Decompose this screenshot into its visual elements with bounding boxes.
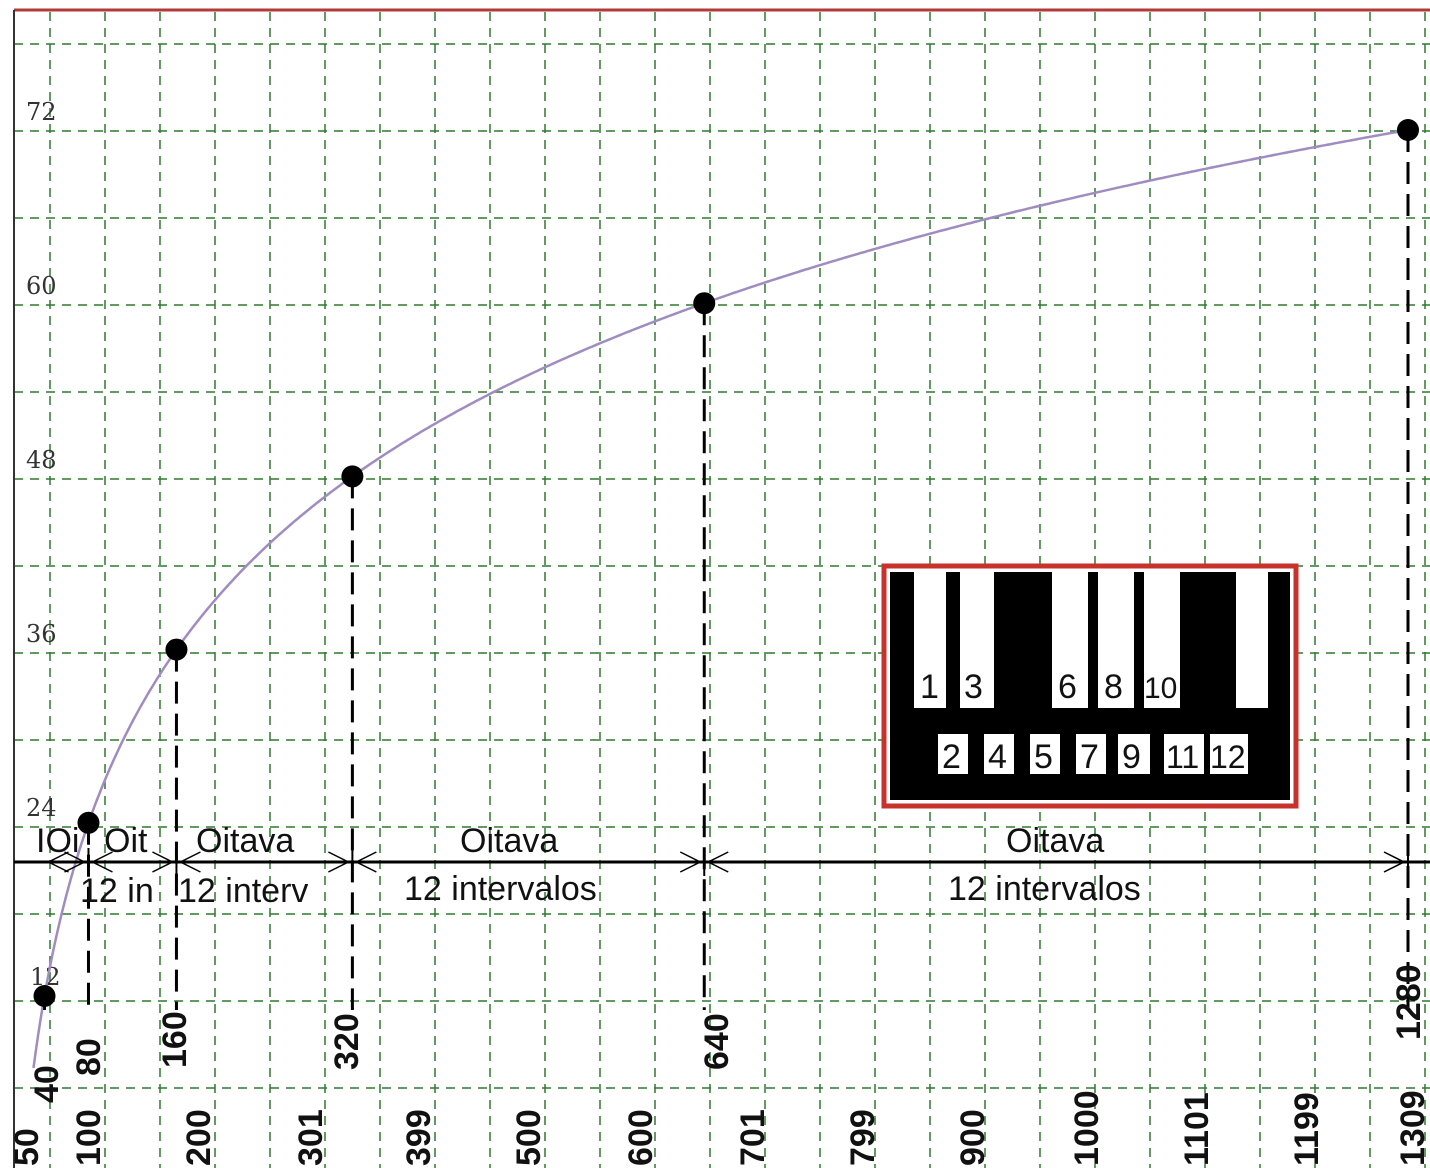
x-tick-label-100: 100 [70,1109,108,1166]
white-key-labels: 1 3 6 8 10 [916,664,1180,706]
white-key-label-6: 6 [1058,668,1077,706]
octave-name-5: Oitava [1006,822,1104,860]
x-tick-label-50: 50 [8,1128,46,1166]
point-label-320: 320 [328,1013,366,1070]
point-label-1280: 1280 [1390,964,1428,1040]
x-tick-label-1101: 1101 [1178,1092,1216,1166]
octave-labels: IOi Oit 12 in Oitava 12 interv Oitava 12… [36,822,1141,910]
black-key-label-box-12 [1210,734,1248,774]
y-tick-label-48: 48 [26,446,57,474]
black-key-label-box-4 [984,734,1014,774]
point-label-160: 160 [156,1011,194,1068]
white-key-label-box-10 [1144,664,1180,704]
octave-count-3: 12 interv [178,872,308,910]
x-tick-label-1199: 1199 [1288,1092,1326,1166]
black-key-label-7: 7 [1080,738,1099,776]
white-key-label-8: 8 [1104,668,1123,706]
data-point-320 [341,465,364,488]
octave-name-3: Oitava [196,822,294,860]
octave-arrow-end-0 [64,851,87,873]
white-key-label-10: 10 [1144,672,1177,705]
y-tick-label-60: 60 [26,272,57,300]
x-tick-label-399: 399 [400,1109,438,1166]
data-point-160 [165,638,188,661]
octave-arrow-end-4 [1383,851,1406,873]
x-tick-label-900: 900 [954,1109,992,1166]
black-key-labels: 2 4 5 7 9 11 12 [938,734,1248,776]
x-tick-label-600: 600 [622,1109,660,1166]
black-key-label-12: 12 [1210,739,1246,775]
y-tick-label-36: 36 [26,620,57,648]
black-key-label-box-5 [1030,734,1060,774]
black-key-label-box-7 [1076,734,1106,774]
white-key-label-3: 3 [964,668,983,706]
x-tick-label-200: 200 [180,1109,218,1166]
black-key-label-4: 4 [988,738,1007,776]
x-tick-label-1000: 1000 [1068,1090,1106,1166]
black-key-label-box-11 [1164,734,1204,774]
white-key-label-1: 1 [920,668,939,706]
point-label-640: 640 [698,1013,736,1070]
y-tick-label-72: 72 [26,98,57,126]
octave-count-4: 12 intervalos [404,870,597,908]
octave-arrow-end-2 [328,851,351,873]
octave-name-4: Oitava [460,822,558,860]
data-points [33,119,1419,1007]
data-point-640 [693,292,716,315]
y-tick-label-24: 24 [26,794,57,822]
octave-name-2: Oit [104,822,148,860]
y-tick-labels: 72 60 48 36 24 12 [26,98,61,991]
x-tick-label-500: 500 [510,1109,548,1166]
octave-arrow-start-1 [90,851,113,873]
data-point-40 [33,985,56,1007]
octave-name-1: IOi [36,822,79,860]
black-key-label-5: 5 [1034,738,1053,776]
octave-arrow-start-2 [178,851,201,873]
octave-arrow-start-0 [46,851,69,873]
octave-count-2: 12 in [80,872,154,910]
octave-arrow-start-3 [354,851,377,873]
point-x-labels: 40 80 160 320 640 1280 [28,964,1428,1103]
x-tick-label-301: 301 [292,1109,330,1166]
white-key-label-box-6 [1054,664,1086,704]
black-key-label-box-9 [1118,734,1150,774]
octave-arrow-end-1 [152,851,175,873]
x-tick-label-1309: 1309 [1394,1090,1430,1166]
x-tick-label-799: 799 [844,1109,882,1166]
frequency-curve [32,127,1413,1069]
white-key-label-box-8 [1100,664,1134,704]
data-point-1280 [1397,119,1419,141]
white-key-label-box-3 [962,664,992,704]
octave-arrow-end-3 [679,851,702,873]
point-label-40: 40 [28,1065,66,1103]
octave-arrow-start-4 [706,851,729,873]
piano-keyboard-inset: 1 3 6 8 10 2 4 5 7 9 11 12 [881,563,1299,809]
black-key-label-11: 11 [1166,739,1199,775]
white-key-label-box-1 [916,664,944,704]
black-key-label-2: 2 [942,738,961,776]
data-point-80 [77,811,100,834]
octave-count-5: 12 intervalos [948,870,1141,908]
black-key-label-9: 9 [1122,738,1141,776]
x-tick-label-701: 701 [734,1109,772,1166]
x-tick-labels: 50 100 200 301 399 500 600 701 799 900 1… [8,1090,1430,1166]
black-key-label-box-2 [938,734,968,774]
octave-span-markers [46,848,1409,876]
white-key-5 [1236,572,1268,708]
point-label-80: 80 [70,1038,108,1076]
